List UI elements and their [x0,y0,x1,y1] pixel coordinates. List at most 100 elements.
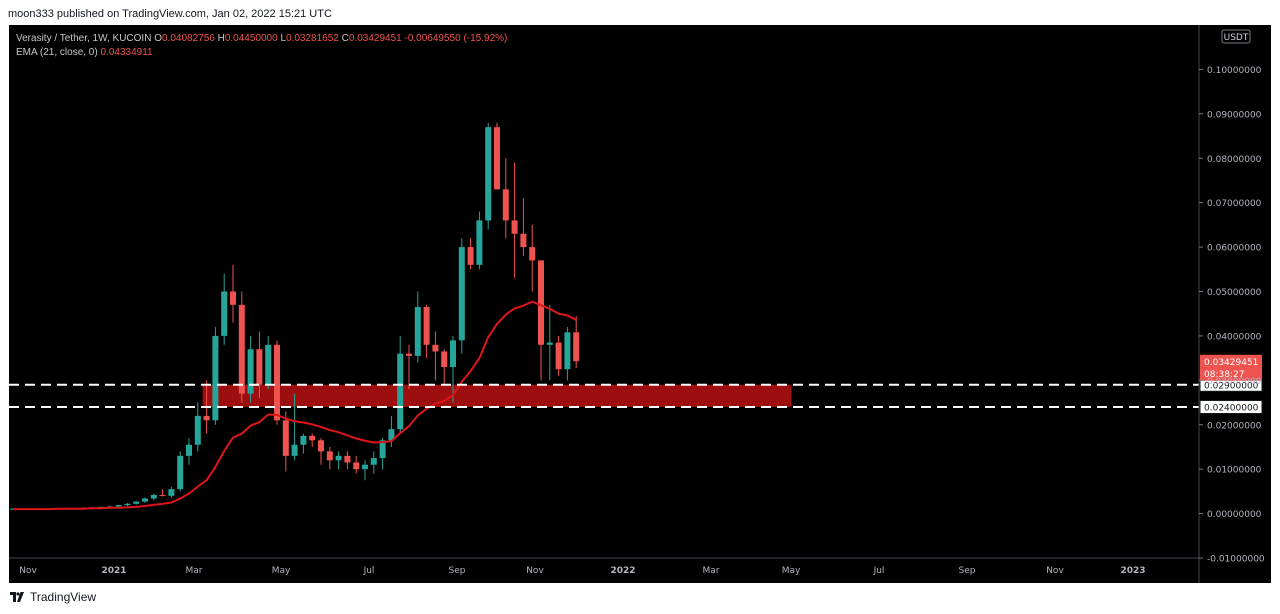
legend-close-label: C [341,33,349,44]
candle-body [335,455,342,461]
candle-body [467,247,474,265]
currency-badge-label: USDT [1224,33,1249,43]
candle [300,433,307,454]
candle [423,304,430,359]
candle-body [406,353,412,356]
time-tick-label: Mar [703,566,720,576]
candle [186,438,192,465]
ema-layer [13,300,577,511]
candle [529,224,536,292]
candle-body [318,440,324,452]
candle [502,158,509,239]
chart-frame[interactable]: 0.02900000 0.02400000 0.03429451 08:38:27 0… [9,25,1271,583]
last-price-box [1200,354,1262,381]
candle-body [230,291,236,305]
candle [564,327,571,381]
candle-body [177,455,184,490]
candle-body [124,503,131,506]
candle [414,291,421,363]
candle-body [432,344,439,352]
candle-body [238,304,245,394]
chart-legend: Verasity / Tether, 1W, KUCOIN O0.0408275… [16,32,507,60]
price-tick-label: -0.01000000 [1207,555,1265,565]
price-tick-label: 0.02000000 [1207,421,1262,431]
price-tick-label: 0.00000000 [1207,510,1262,520]
candle-body [150,494,157,499]
candle-body [203,415,210,421]
candle-body [212,335,219,421]
legend-ema-value: 0.04334911 [100,47,153,58]
legend-low-label: L [280,33,287,44]
candle [441,349,448,385]
publisher-line: moon333 published on TradingView.com, Ja… [8,8,332,20]
candle [194,402,201,452]
time-tick-label: 2021 [101,566,126,576]
candle [124,502,131,507]
candle-body [529,247,536,261]
level-price-label-box [1199,399,1263,414]
legend-open-label: O [154,33,162,44]
candle [291,393,298,461]
candle-body [221,291,228,336]
candle-body [247,349,254,394]
candle [467,238,474,270]
last-price-label: 0.03429451 [1204,358,1258,368]
candle-body [485,127,492,221]
candle [274,340,280,425]
candle [142,497,148,503]
candle [450,335,456,403]
candle-body [309,435,316,441]
candle [520,198,527,256]
candle [309,433,316,447]
candle-body [494,127,500,190]
candle-body [379,440,386,459]
price-tick-label: 0.05000000 [1207,288,1262,298]
candle [150,493,157,501]
candle [432,331,439,381]
footer-brand[interactable]: TradingView [30,590,97,604]
legend-high-value: 0.04450000 [224,33,278,44]
candlestick-chart[interactable]: 0.02900000 0.02400000 0.03429451 08:38:27 0… [9,25,1271,583]
legend-change: -0.00649550 (-15.92%) [404,33,508,44]
footer: TradingView [10,590,96,604]
candle [538,260,544,381]
candle [133,501,140,505]
candle-body [168,489,175,496]
candle-body [564,332,571,370]
legend-close-value: 0.03429451 [348,33,402,44]
candle [256,331,263,399]
candle-body [414,307,421,356]
candle-body [450,340,456,368]
tradingview-logo-icon [10,592,24,602]
candle-body [265,344,272,385]
currency-badge [1221,29,1251,44]
candle [494,122,500,190]
candle-body [476,220,483,265]
candle-body [344,455,351,463]
candle [511,162,518,279]
price-tick-label: 0.06000000 [1207,244,1262,254]
candle-body [370,458,377,465]
candle [265,335,272,390]
candle [168,486,175,498]
candle [555,335,562,376]
price-tick-label: 0.04000000 [1207,332,1262,342]
candle [370,451,377,474]
time-tick-label: Nov [526,566,544,576]
candle-body [397,353,404,430]
candle-body [546,342,553,345]
candle [546,304,553,381]
candle [177,451,184,492]
support-zone [202,384,792,407]
candle [406,344,412,390]
candle [159,489,166,497]
legend-ohlc-line: Verasity / Tether, 1W, KUCOIN O0.0408275… [16,32,507,46]
time-tick-label: May [782,566,801,576]
time-tick-label: Sep [959,566,976,576]
candle [238,291,245,403]
level-layer: 0.02900000 0.02400000 0.03429451 08:38:27 [9,354,1263,414]
price-tick-label: 0.10000000 [1207,66,1262,76]
candle-body [538,260,544,345]
price-tick-label: 0.03000000 [1207,377,1262,387]
time-tick-label: Jul [873,566,885,576]
